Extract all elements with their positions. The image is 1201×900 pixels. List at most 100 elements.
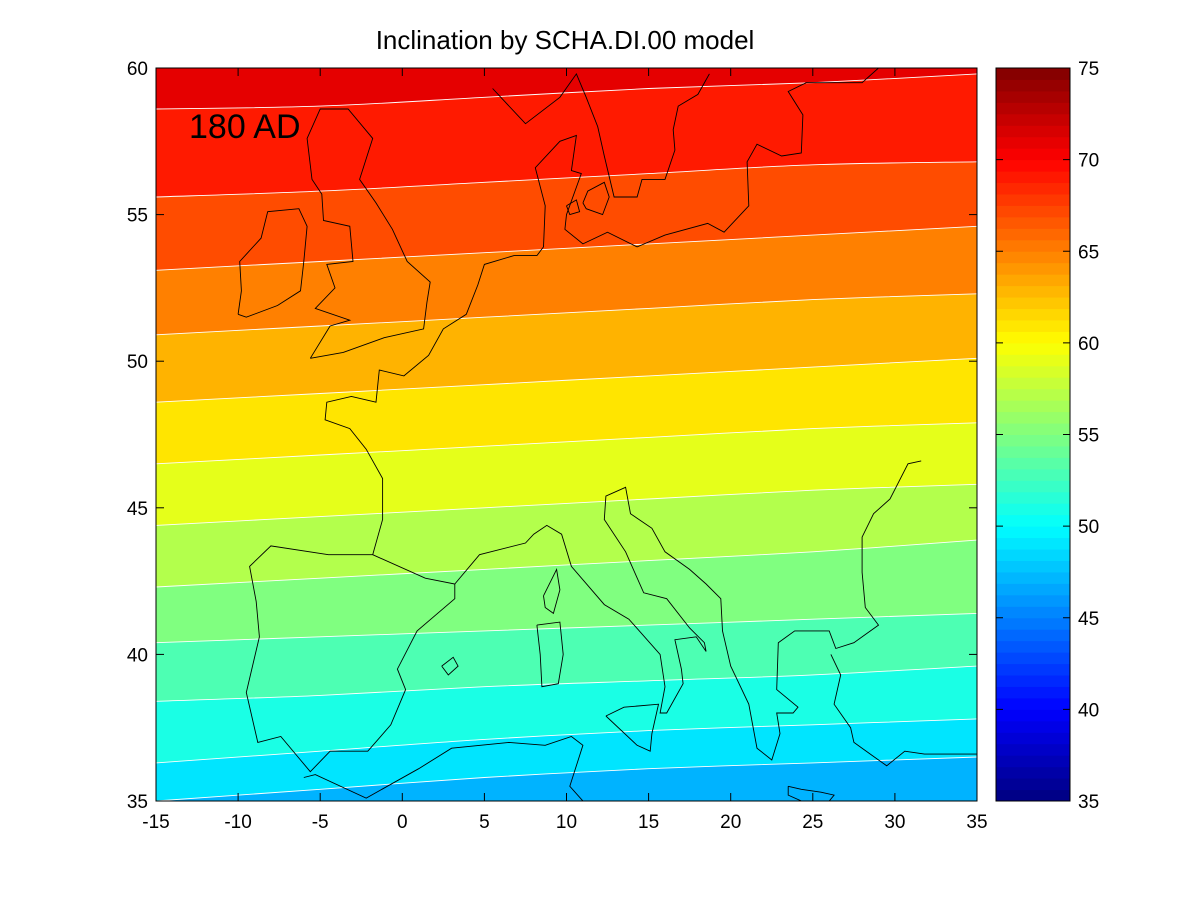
colorbar-tick-label-35: 35 [1078,792,1099,813]
colorbar-cell [996,778,1070,791]
colorbar-cell [996,274,1070,287]
coastline-sardinia [536,621,564,688]
colorbar-cell [996,365,1070,378]
colorbar-cell [996,789,1070,802]
colorbar-cell [996,675,1070,687]
colorbar-cell [996,319,1070,332]
coastline-scandinavia [492,72,710,198]
colorbar-cell [996,251,1070,264]
coastline-ireland [237,208,308,318]
coastline-balearic [441,656,459,676]
coastline-britain [306,108,431,359]
colorbar-cell [996,90,1070,103]
x-tick-label--10: -10 [224,812,251,833]
colorbar-cell [996,686,1070,699]
year-annotation: 180 AD [189,108,301,146]
colorbar-cell [996,468,1070,481]
colorbar-cell [996,594,1070,607]
colorbar: 35 40 45 50 55 60 65 70 75 [995,59,1099,813]
colorbar-cell [996,239,1070,252]
contour-line-66 [156,225,977,271]
colorbar-cell [996,193,1070,206]
colorbar-cell [996,331,1070,344]
colorbar-cell [996,526,1070,539]
coastline-funen [566,199,581,216]
y-tick-label-35: 35 [127,792,148,813]
contour-fills [156,68,977,801]
colorbar-cell [996,514,1070,527]
colorbar-tick-label-60: 60 [1078,334,1099,355]
colorbar-cells [996,68,1070,802]
colorbar-cell [996,583,1070,596]
colorbar-tick-label-75: 75 [1078,59,1099,80]
x-tick-label-5: 5 [479,812,490,833]
colorbar-cell [996,755,1070,768]
colorbar-cell [996,342,1070,355]
x-tick-label-20: 20 [720,812,741,833]
colorbar-cell [996,766,1070,779]
colorbar-cell [996,445,1070,458]
contour-line-60 [156,422,977,465]
colorbar-cell [996,743,1070,756]
colorbar-cell [996,457,1070,470]
contour-line-68 [156,161,977,198]
colorbar-ticks: 35 40 45 50 55 60 65 70 75 [996,59,1099,813]
contour-line-54 [156,612,977,644]
colorbar-cell [996,400,1070,413]
x-tick-label--5: -5 [312,812,329,833]
colorbar-cell [996,113,1070,126]
x-tick-label--15: -15 [142,812,169,833]
colorbar-cell [996,434,1070,447]
colorbar-cell [996,720,1070,733]
contour-band-48 [156,757,977,801]
colorbar-cell [996,571,1070,584]
colorbar-tick-label-50: 50 [1078,517,1099,538]
coastline-iberia [245,545,456,773]
colorbar-cell [996,480,1070,493]
colorbar-cell [996,423,1070,435]
colorbar-cell [996,377,1070,390]
colorbar-tick-label-45: 45 [1078,609,1099,630]
y-tick-label-50: 50 [127,352,148,373]
colorbar-cell [996,549,1070,561]
colorbar-cell [996,697,1070,710]
colorbar-cell [996,125,1070,138]
y-tick-label-60: 60 [127,59,148,80]
colorbar-cell [996,732,1070,745]
x-tick-label-30: 30 [884,812,905,833]
coastline-zealand [582,181,610,216]
contour-line-64 [156,293,977,336]
y-tick-label-45: 45 [127,499,148,520]
colorbar-tick-label-40: 40 [1078,700,1099,721]
y-tick-label-55: 55 [127,206,148,227]
colorbar-cell [996,205,1070,218]
colorbar-cell [996,640,1070,653]
contour-line-52 [156,665,977,702]
coastline-sicily [605,703,660,752]
colorbar-cell [996,228,1070,241]
colorbar-cell [996,68,1070,80]
colorbar-cell [996,411,1070,424]
y-tick-label-40: 40 [127,645,148,666]
colorbar-cell [996,148,1070,161]
colorbar-tick-label-65: 65 [1078,242,1099,263]
chart-title: Inclination by SCHA.DI.00 model [376,25,755,55]
y-axis: 35 40 45 50 55 60 [127,59,977,813]
colorbar-tick-label-55: 55 [1078,426,1099,447]
colorbar-cell [996,503,1070,516]
coastline-north-africa [303,735,584,801]
colorbar-cell [996,606,1070,619]
colorbar-cell [996,136,1070,149]
colorbar-cell [996,159,1070,172]
contour-line-58 [156,483,977,526]
contour-line-48 [156,756,977,801]
colorbar-cell [996,216,1070,229]
colorbar-cell [996,102,1070,115]
contour-line-70 [156,73,977,110]
x-tick-label-10: 10 [556,812,577,833]
colorbar-cell [996,491,1070,504]
colorbar-cell [996,629,1070,642]
contour-lines [156,73,977,801]
colorbar-cell [996,354,1070,367]
